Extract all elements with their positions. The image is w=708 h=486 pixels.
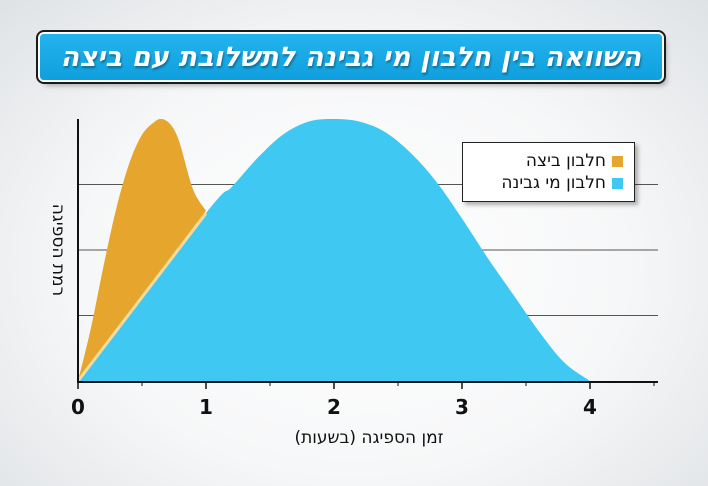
legend-item-whey: חלבון מי גבינה [473,172,623,194]
legend-label-whey: חלבון מי גבינה [501,173,606,193]
x-axis-label: זמן הספיגה (בשעות) [294,428,444,448]
x-tick-label-3: 3 [455,395,469,419]
area-series-whey [78,119,590,381]
chart-title: השוואה בין חלבון מי גבינה לתשלובת עם ביצ… [60,41,642,73]
legend-item-egg: חלבון ביצה [473,150,623,172]
title-banner: השוואה בין חלבון מי גבינה לתשלובת עם ביצ… [40,34,662,80]
x-tick-label-1: 1 [199,395,213,419]
x-tick-label-0: 0 [71,395,85,419]
area-series-egg [78,119,206,381]
legend-swatch-whey [612,177,623,189]
legend: חלבון ביצה חלבון מי גבינה [462,142,635,202]
legend-swatch-egg [612,155,623,167]
x-tick-label-2: 2 [327,395,341,419]
legend-label-egg: חלבון ביצה [525,151,606,171]
y-axis-label-text: רמת הספיגה [48,203,68,297]
whey-edge-highlight [76,212,208,382]
x-tick-label-4: 4 [583,395,597,419]
